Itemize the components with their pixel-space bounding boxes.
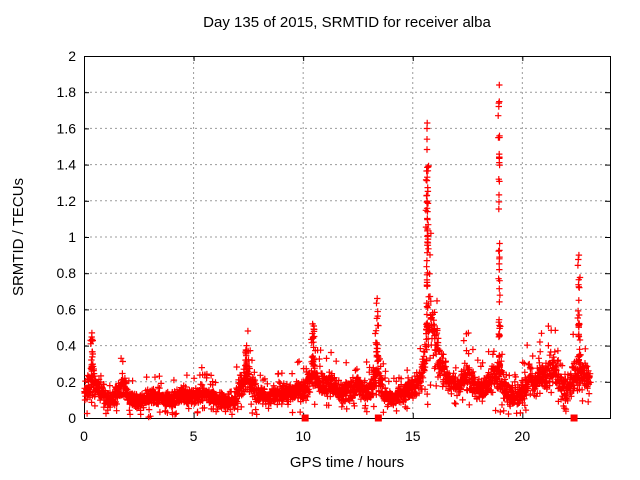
y-tick-label: 0.8 — [57, 265, 77, 281]
data-points-srmtid — [81, 81, 594, 421]
x-tick-label: 15 — [405, 428, 421, 444]
y-tick-label: 0 — [68, 410, 76, 426]
chart-title: Day 135 of 2015, SRMTID for receiver alb… — [203, 14, 491, 31]
event-square-marker — [301, 414, 309, 422]
y-tick-label: 1.4 — [57, 157, 77, 173]
y-tick-label: 0.2 — [57, 374, 77, 390]
x-tick-label: 5 — [190, 428, 198, 444]
x-tick-label: 0 — [80, 428, 88, 444]
event-square-marker — [570, 414, 578, 422]
x-axis-label: GPS time / hours — [289, 454, 405, 471]
event-square-marker — [374, 414, 382, 422]
y-tick-label: 0.6 — [57, 301, 77, 317]
y-tick-label: 1.2 — [57, 193, 77, 209]
y-tick-label: 1 — [68, 229, 76, 245]
y-tick-label: 2 — [68, 48, 76, 64]
x-tick-label: 10 — [295, 428, 311, 444]
y-tick-label: 1.6 — [57, 120, 77, 136]
x-tick-label: 20 — [515, 428, 531, 444]
y-tick-label: 1.8 — [57, 84, 77, 100]
y-tick-label: 0.4 — [57, 338, 77, 354]
